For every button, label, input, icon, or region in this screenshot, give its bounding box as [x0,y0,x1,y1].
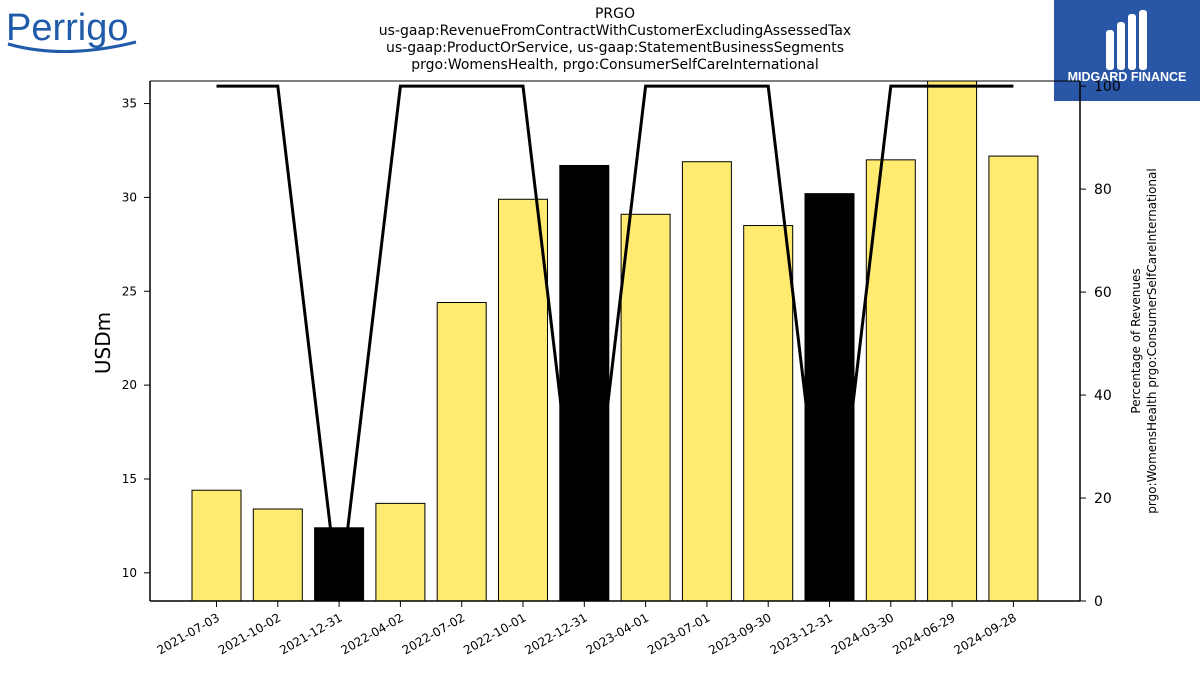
bar-2023-07-01 [681,161,732,602]
x-tick-label-2023-12-31: 2023-12-31 [768,610,835,657]
title-line-1: PRGO [594,6,636,22]
y2-axis-label-line-1: Percentage of Revenues [1129,268,1143,413]
x-tick-label-2022-04-02: 2022-04-02 [338,610,405,657]
y-tick-label-15: 15 [122,472,137,486]
bar-2022-04-02 [375,502,426,602]
y2-tick-label-60: 60 [1094,285,1112,301]
y-tick-label-35: 35 [122,97,137,111]
y-axis-label: USDm [91,312,115,374]
bar-2022-10-01 [498,198,548,602]
bar-2022-07-02 [436,302,487,602]
bar-2024-09-28 [988,155,1039,602]
x-tick-label-2022-07-02: 2022-07-02 [400,610,467,657]
x-tick-label-2024-09-28: 2024-09-28 [951,610,1018,657]
y-tick-label-10: 10 [122,566,137,580]
title-line-4: prgo:WomensHealth, prgo:ConsumerSelfCare… [411,57,819,73]
title-line-3: us-gaap:ProductOrService, us-gaap:Statem… [385,40,844,56]
y-tick-label-20: 20 [122,378,137,392]
midgard-finance-logo: MIDGARD FINANCE [1054,0,1200,101]
x-tick-label-2021-10-02: 2021-10-02 [216,610,283,657]
y2-tick-label-100: 100 [1094,79,1121,95]
percentage-line [216,84,1014,602]
y2-tick-label-80: 80 [1094,182,1112,198]
x-tick-label-2023-07-01: 2023-07-01 [645,610,712,657]
y2-axis-label-line-2: prgo:WomensHealth prgo:ConsumerSelfCareI… [1145,168,1159,513]
y2-tick-label-40: 40 [1094,388,1112,404]
y2-tick-label-20: 20 [1094,491,1112,507]
svg-text:Perrigo: Perrigo [6,7,129,49]
bar-2021-07-03 [191,489,242,602]
x-tick-label-2023-04-01: 2023-04-01 [584,610,651,657]
y2-tick-label-0: 0 [1094,594,1103,610]
x-tick-label-2022-10-01: 2022-10-01 [461,610,528,657]
bar-2024-06-29 [927,80,978,602]
bar-2021-10-02 [252,508,303,602]
x-tick-label-2024-06-29: 2024-06-29 [890,610,957,657]
svg-text:MIDGARD FINANCE: MIDGARD FINANCE [1068,70,1187,84]
bar-2023-04-01 [620,213,671,602]
x-tick-label-2022-12-31: 2022-12-31 [522,610,589,657]
chart-title: PRGO us-gaap:RevenueFromContractWithCust… [300,6,930,74]
x-tick-label-2023-09-30: 2023-09-30 [706,610,773,657]
y-tick-label-25: 25 [122,284,137,298]
x-tick-label-2024-03-30: 2024-03-30 [829,610,896,657]
x-tick-label-2021-07-03: 2021-07-03 [155,610,222,657]
bar-2022-12-31 [559,164,610,602]
x-tick-label-2021-12-31: 2021-12-31 [277,610,344,657]
bar-2023-09-30 [743,225,794,602]
perrigo-logo: Perrigo [4,2,140,62]
bar-2023-12-31 [804,193,855,602]
y-tick-label-30: 30 [122,190,137,204]
title-line-2: us-gaap:RevenueFromContractWithCustomerE… [378,23,852,39]
